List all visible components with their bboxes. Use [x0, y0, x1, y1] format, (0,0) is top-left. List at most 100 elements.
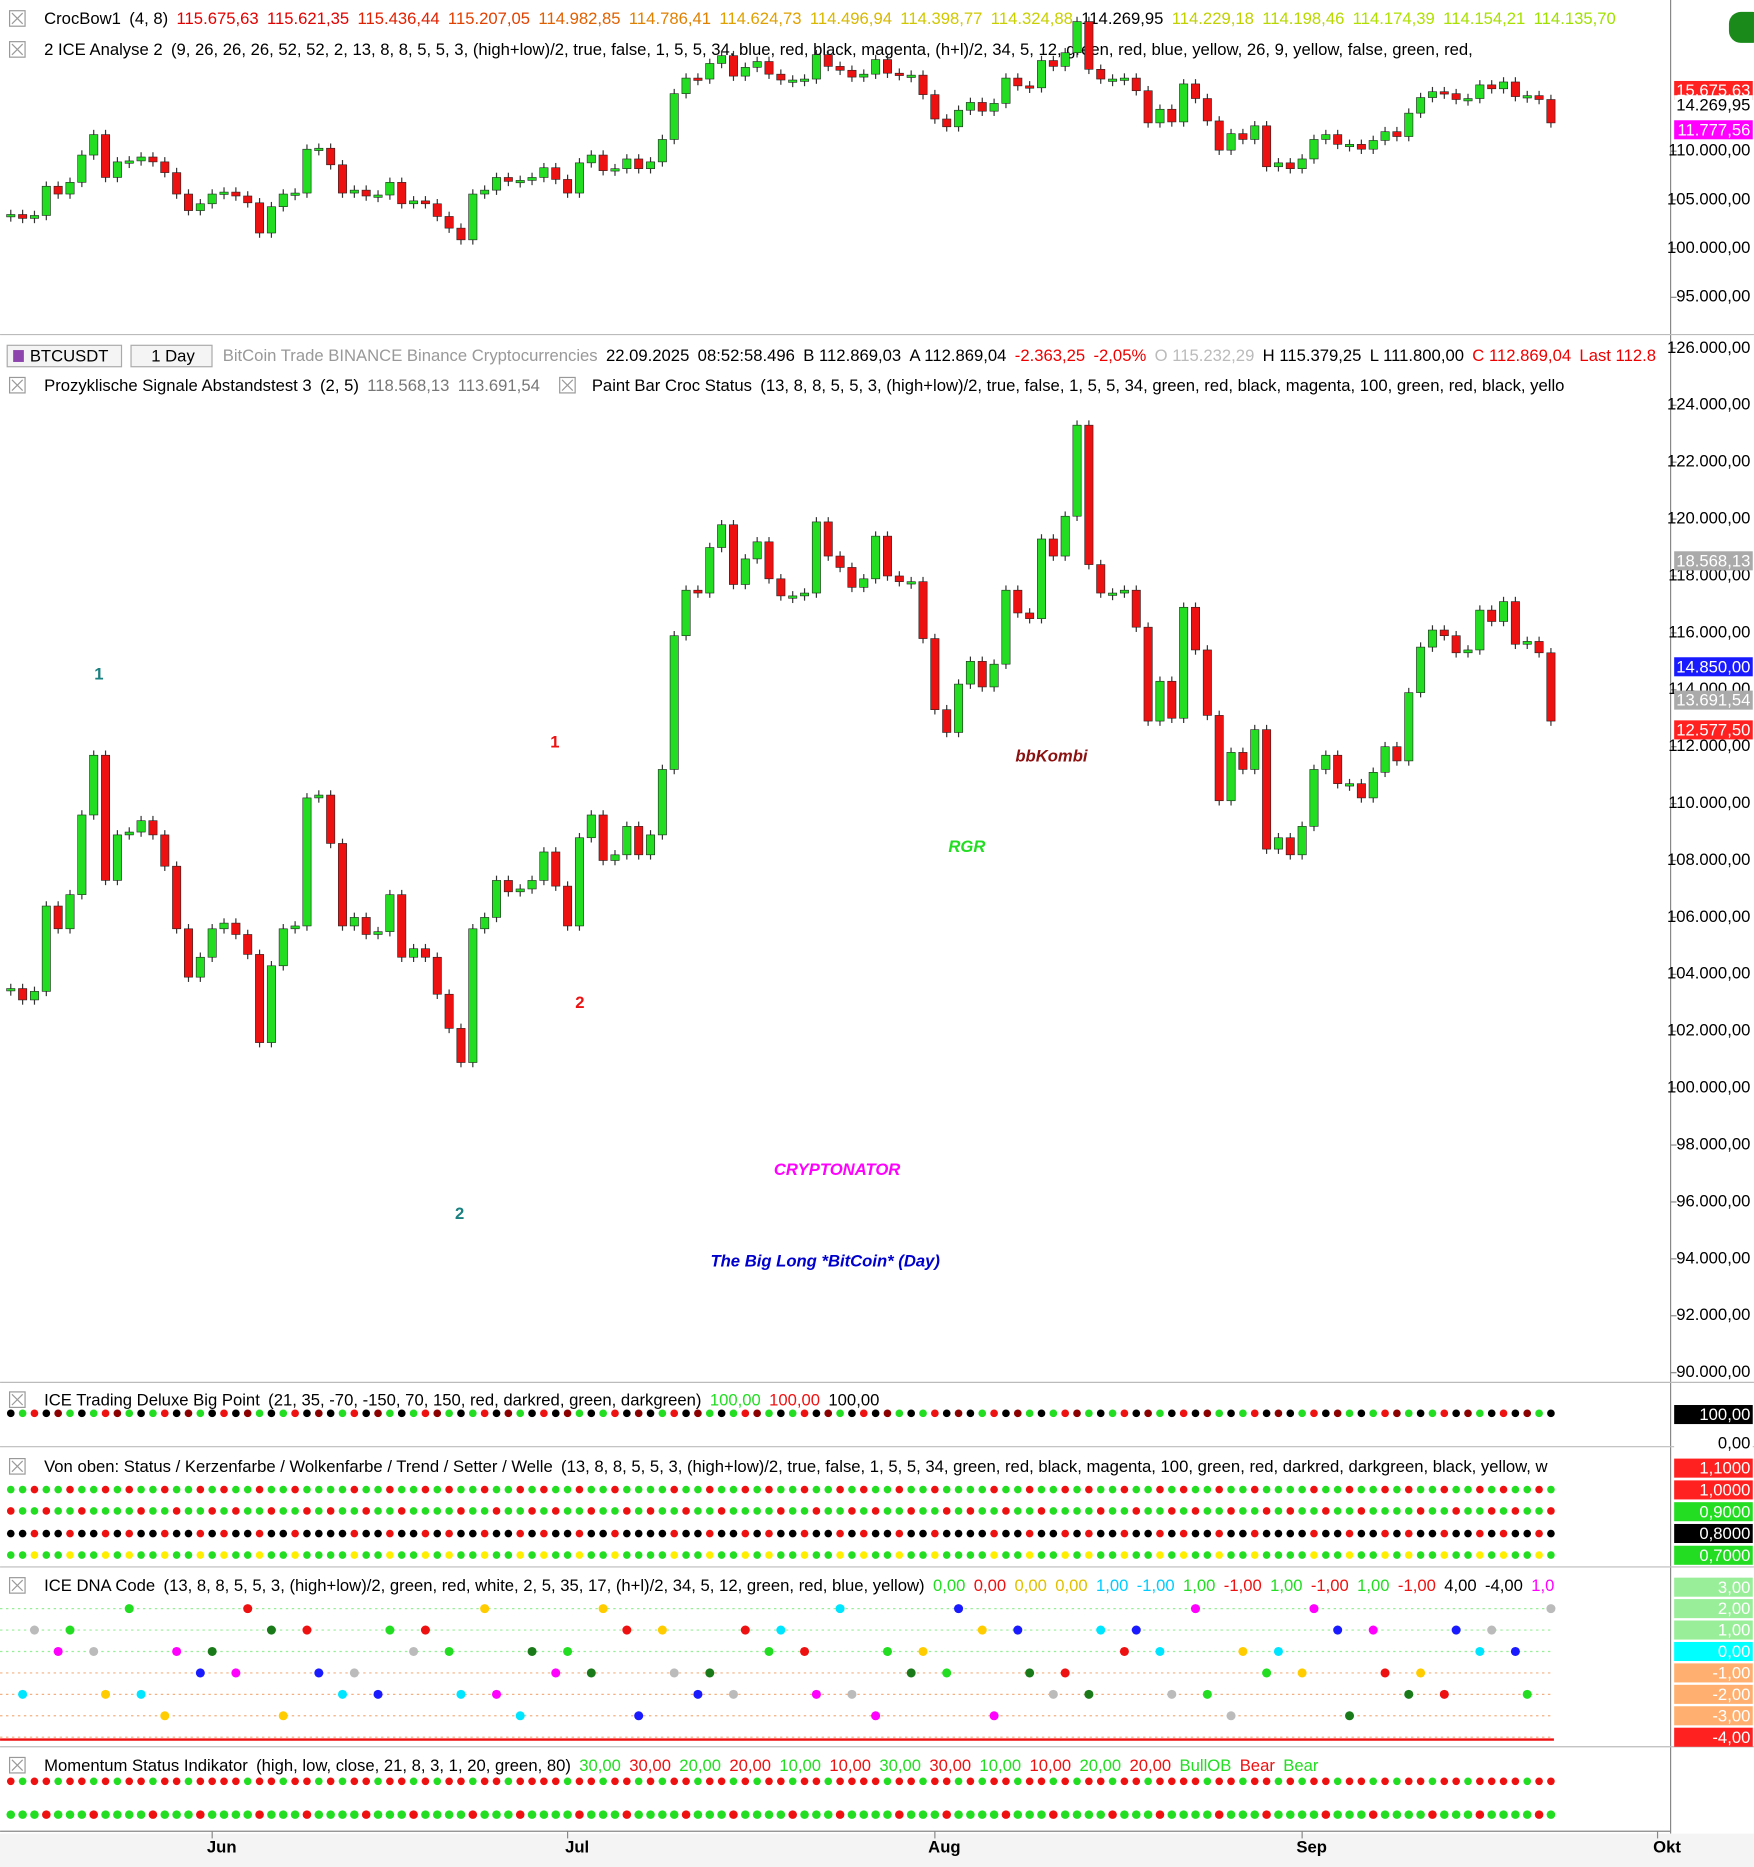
status-dot [575, 1551, 584, 1559]
status-dot [30, 1551, 39, 1559]
status-dot [101, 1777, 110, 1786]
status-dot [1179, 1777, 1188, 1786]
main-candle [811, 521, 821, 594]
panel-value: -1,00 [1311, 1577, 1349, 1596]
status-dot [990, 1507, 998, 1515]
upper-candle [598, 154, 608, 171]
status-dot [1404, 1810, 1414, 1819]
status-dot [859, 1529, 868, 1538]
dna-dot [1475, 1646, 1485, 1657]
panel-tag-bg [1674, 1641, 1753, 1662]
upper-candle [160, 161, 170, 173]
x-tick-label: Jul [565, 1837, 589, 1856]
legend-item: 08:52:58.496 [698, 347, 795, 366]
main-candle [634, 826, 644, 856]
status-dot [78, 1507, 86, 1515]
corner-button[interactable] [1728, 11, 1754, 43]
main-candle [385, 894, 395, 932]
upper-candle [539, 167, 549, 178]
status-dot [1416, 1777, 1425, 1786]
upper-candle [693, 77, 703, 81]
legend-line: CrocBow1 (4, 8) 115.675,63 115.621,35 115.43… [44, 10, 1616, 29]
main-candle [930, 638, 940, 711]
status-dot [540, 1485, 548, 1494]
status-dot [1369, 1777, 1378, 1786]
status-dot [977, 1810, 987, 1819]
main-price-tag-bg [1674, 551, 1753, 571]
dna-dot [207, 1646, 217, 1657]
status-dot [812, 1777, 821, 1786]
upper-candle [764, 61, 774, 75]
main-candle [586, 814, 596, 839]
panel-tag-bg [1674, 1433, 1753, 1453]
status-dot [18, 1810, 27, 1819]
status-dot [1475, 1810, 1485, 1819]
status-dot [1310, 1529, 1318, 1538]
status-dot [563, 1507, 572, 1515]
status-dot [362, 1485, 371, 1494]
status-dot [717, 1507, 726, 1515]
y-tick-label: 122.000,00 [1667, 452, 1750, 471]
status-dot [1262, 1409, 1271, 1418]
status-dot [1535, 1507, 1543, 1515]
status-dot [835, 1810, 845, 1819]
dna-dot [811, 1689, 821, 1699]
panel-value: 1,0 [1531, 1577, 1554, 1596]
status-dot [113, 1409, 122, 1418]
status-dot [1535, 1409, 1543, 1418]
status-dot [1357, 1529, 1366, 1538]
status-dot [433, 1551, 442, 1559]
dna-dot [1084, 1689, 1094, 1699]
y-tick-label: 94.000,00 [1676, 1248, 1750, 1267]
status-dot [89, 1777, 98, 1786]
status-dot [1274, 1507, 1283, 1515]
status-dot [149, 1551, 157, 1559]
upper-candle [468, 193, 478, 241]
status-dot [1487, 1777, 1496, 1786]
dna-dot [1510, 1646, 1520, 1657]
dna-dot [1368, 1625, 1378, 1635]
status-dot [848, 1507, 856, 1515]
status-dot [741, 1777, 750, 1786]
status-dot [1452, 1551, 1460, 1559]
legend-item: Last 112.8 [1579, 347, 1656, 366]
status-dot [587, 1777, 596, 1786]
upper-candle [1108, 78, 1118, 82]
status-dot [1274, 1409, 1283, 1418]
status-dot [1322, 1409, 1330, 1418]
status-dot [1298, 1551, 1306, 1559]
legend-line: BitCoin Trade BINANCE Binance Cryptocurr… [223, 347, 1656, 366]
status-dot [1001, 1810, 1011, 1819]
status-dot [575, 1810, 584, 1819]
status-dot [469, 1551, 477, 1559]
panel-tag-bg [1674, 1577, 1753, 1597]
status-dot [184, 1507, 193, 1515]
main-candle [1487, 609, 1497, 622]
upper-candle [1179, 83, 1189, 123]
main-candle [610, 854, 620, 861]
status-dot [433, 1485, 442, 1494]
dna-dot [1522, 1689, 1532, 1699]
status-dot [694, 1507, 702, 1515]
crocbow-value: 114.154,21 [1443, 10, 1525, 29]
dna-dot [764, 1646, 774, 1657]
main-candle [184, 928, 193, 978]
x-axis-bar [0, 1833, 1754, 1867]
legend-line: Prozyklische Signale Abstandstest 3 (2, 5… [44, 376, 540, 395]
status-dot [208, 1507, 216, 1515]
status-dot [705, 1485, 714, 1494]
status-dot [966, 1777, 975, 1786]
status-dot [1428, 1810, 1437, 1819]
legend-item: (4, 8) [129, 10, 168, 29]
dna-dot [1226, 1711, 1236, 1721]
status-dot [623, 1551, 631, 1559]
status-dot [1250, 1507, 1259, 1515]
dna-dot [349, 1668, 359, 1678]
crocbow-value: 115.621,35 [267, 10, 349, 29]
status-dot [1393, 1409, 1401, 1418]
status-dot [137, 1409, 145, 1418]
upper-candle [172, 172, 182, 195]
status-dot [504, 1551, 513, 1559]
status-dot [1487, 1810, 1496, 1819]
status-dot [812, 1551, 821, 1559]
